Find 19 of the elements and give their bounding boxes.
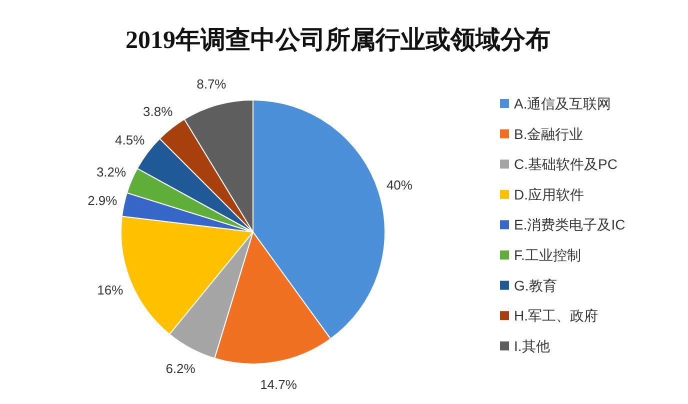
legend-label: I.其他 bbox=[514, 338, 550, 354]
data-label: 3.8% bbox=[143, 104, 174, 119]
legend-label: D.应用软件 bbox=[514, 186, 584, 202]
legend-label: A.通信及互联网 bbox=[514, 96, 612, 112]
data-label: 14.7% bbox=[260, 376, 298, 392]
legend-label: H.军工、政府 bbox=[514, 308, 598, 324]
legend-label: B.金融行业 bbox=[514, 126, 584, 142]
data-label: 8.7% bbox=[196, 76, 227, 92]
data-label: 4.5% bbox=[115, 132, 146, 148]
legend-label: E.消费类电子及IC bbox=[514, 216, 626, 233]
data-label: 6.2% bbox=[166, 360, 196, 376]
legend-label: F.工业控制 bbox=[514, 247, 581, 263]
legend-label: G.教育 bbox=[514, 277, 557, 294]
data-label: 40% bbox=[386, 177, 413, 192]
legend-label: C.基础软件及PC bbox=[514, 156, 618, 172]
data-label: 3.2% bbox=[96, 164, 127, 180]
data-label: 16% bbox=[97, 282, 124, 298]
data-label: 2.9% bbox=[88, 192, 118, 208]
chart-title: 2019年调查中公司所属行业或领域分布 bbox=[126, 26, 550, 54]
